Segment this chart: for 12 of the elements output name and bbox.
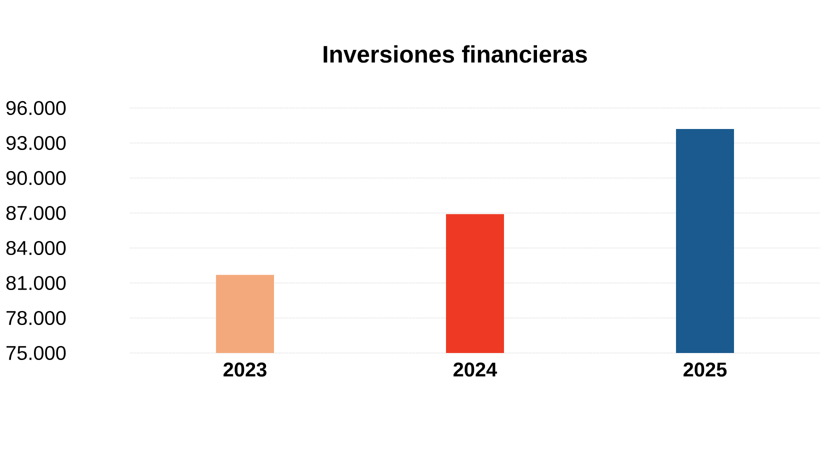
y-tick-label: 87.000 [6,206,66,220]
y-tick-label: 84.000 [6,240,66,256]
x-tick-label: 2024 [454,362,498,377]
y-tick-label: 93.000 [6,136,66,150]
y-tick-label: 78.000 [6,310,66,326]
y-tick-label: 75.000 [6,346,66,360]
x-tick-label: 2023 [224,362,266,377]
y-tick-label: 96.000 [6,100,66,116]
x-tick-label: 2025 [684,362,727,377]
y-tick-label: 90.000 [6,170,66,186]
y-tick-label: 81.000 [6,276,66,290]
chart-title: Inversiones financieras [324,45,587,63]
